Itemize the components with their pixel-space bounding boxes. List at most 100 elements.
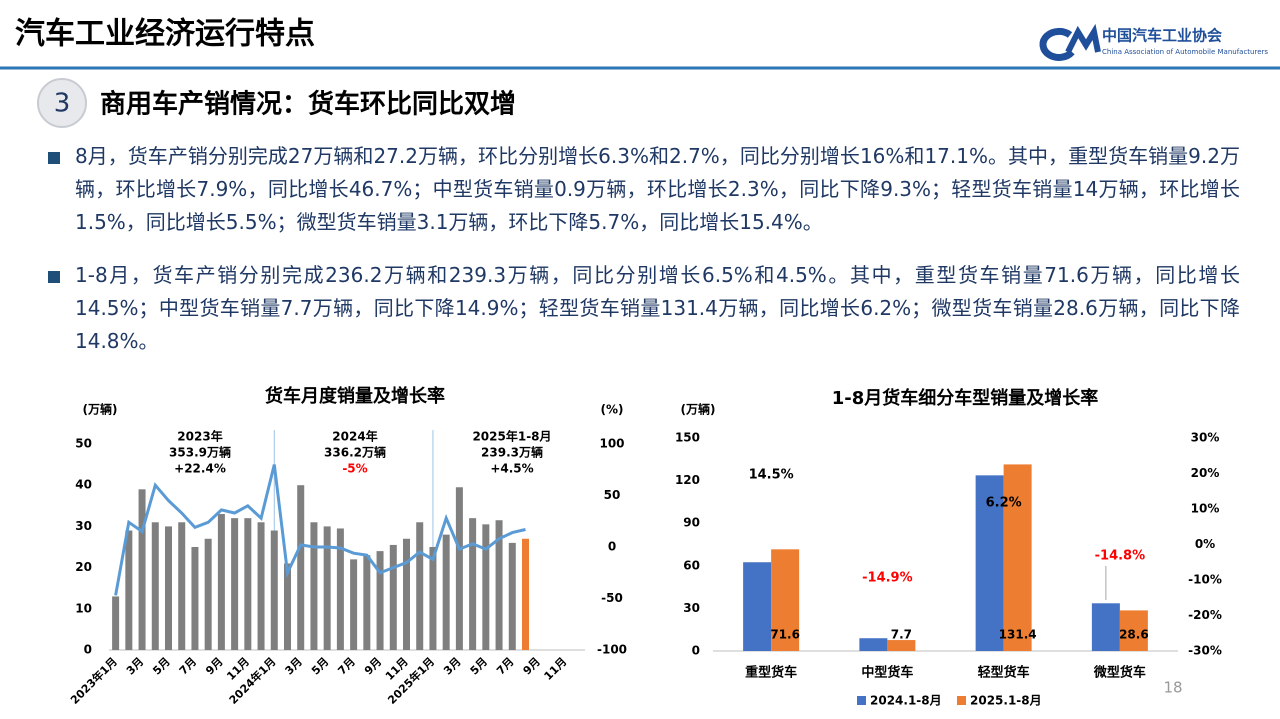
y2-tick-label: 20%	[1191, 466, 1220, 480]
bullet	[48, 271, 60, 283]
y-tick-label: 30	[75, 519, 92, 533]
x-tick-label: 5月	[150, 655, 172, 677]
x-tick-label: 微型货车	[1093, 665, 1146, 681]
legend-swatch	[857, 696, 866, 705]
bar	[743, 562, 772, 651]
bar	[389, 544, 397, 650]
logo-name: 中国汽车工业协会	[1102, 27, 1222, 45]
y2-axis-title: (%)	[601, 403, 624, 417]
y2-tick-label: 100	[599, 437, 624, 451]
y-tick-label: 0	[692, 644, 700, 658]
bar	[455, 487, 463, 650]
chart-title: 货车月度销量及增长率	[265, 385, 445, 407]
bar	[125, 530, 133, 650]
bar	[1003, 464, 1032, 651]
annotation-volume: 239.3万辆	[481, 445, 543, 460]
bar	[975, 475, 1004, 651]
x-tick-label: 中型货车	[861, 665, 913, 681]
y-axis-title: (万辆)	[83, 402, 118, 417]
value-label: 7.7	[891, 628, 912, 642]
x-tick-label: 9月	[203, 655, 225, 677]
bar	[323, 526, 331, 650]
bar	[887, 640, 916, 651]
bar	[231, 518, 239, 650]
legend-label: 2025.1-8月	[970, 694, 1042, 708]
bar	[151, 522, 159, 650]
bar	[495, 520, 503, 650]
x-tick-label: 11月	[542, 655, 570, 683]
x-tick-label: 9月	[521, 655, 543, 677]
annotation-period: 2024年	[332, 429, 377, 444]
logo-subtitle: China Association of Automobile Manufact…	[1102, 48, 1268, 56]
value-label: 131.4	[999, 628, 1037, 642]
bar	[257, 522, 265, 650]
legend-swatch	[957, 696, 966, 705]
y2-tick-label: 30%	[1191, 431, 1220, 445]
growth-line	[114, 464, 526, 596]
page-number: 18	[1163, 679, 1182, 697]
y2-tick-label: -100	[597, 643, 627, 657]
y-axis-title: (万辆)	[681, 402, 716, 417]
value-label: 71.6	[770, 628, 800, 642]
bar	[297, 485, 305, 650]
growth-label: -14.9%	[862, 571, 913, 586]
y2-tick-label: 50	[604, 488, 621, 502]
x-tick-label: 重型货车	[745, 665, 797, 681]
bar	[522, 538, 529, 650]
y2-tick-label: -20%	[1188, 608, 1222, 622]
annotation-growth: +4.5%	[490, 462, 533, 476]
bar	[376, 551, 384, 650]
y2-tick-label: -10%	[1188, 573, 1222, 587]
segment-chart: 1-8月货车细分车型销量及增长率 (万辆) 0 30 60 90 120 150 -30% -20…	[675, 387, 1222, 708]
y-tick-label: 120	[675, 473, 700, 487]
chart-title: 1-8月货车细分车型销量及增长率	[832, 387, 1099, 409]
y-tick-label: 150	[675, 431, 700, 445]
y2-tick-label: 10%	[1191, 502, 1220, 516]
bar	[270, 530, 278, 650]
annotation-volume: 353.9万辆	[169, 445, 231, 460]
y-tick-label: 30	[683, 601, 700, 615]
bar	[1119, 610, 1148, 651]
bar	[859, 638, 888, 651]
paragraph: 1-8月，货车产销分别完成236.2万辆和239.3万辆，同比分别增长6.5%和…	[75, 263, 1240, 353]
bar	[469, 518, 477, 650]
bar	[482, 524, 490, 650]
y2-tick-label: 0%	[1195, 537, 1215, 551]
bullet	[48, 152, 60, 164]
bar	[138, 489, 146, 650]
bar	[204, 538, 212, 650]
bar	[310, 522, 318, 650]
bar	[217, 514, 225, 650]
bar	[178, 522, 186, 650]
x-tick-label: 轻型货车	[978, 665, 1030, 681]
y-tick-label: 20	[75, 560, 92, 574]
y2-tick-label: -30%	[1188, 644, 1222, 658]
section-number: 3	[54, 89, 71, 119]
bar	[244, 518, 252, 650]
x-tick-label: 5月	[468, 655, 490, 677]
bar	[165, 526, 172, 650]
annotation-growth: +22.4%	[174, 462, 226, 476]
bar	[1091, 603, 1120, 651]
bar	[191, 547, 199, 650]
x-tick-label: 3月	[124, 655, 146, 677]
bar	[416, 522, 424, 650]
bar	[284, 563, 291, 650]
x-tick-label: 5月	[309, 655, 331, 677]
x-tick-label: 2023年1月	[67, 654, 120, 707]
bar	[429, 547, 437, 650]
annotation-growth: -5%	[342, 462, 367, 476]
y-tick-label: 10	[75, 601, 92, 615]
legend-label: 2024.1-8月	[870, 694, 942, 708]
bar	[508, 542, 516, 650]
x-tick-label: 9月	[362, 655, 384, 677]
x-tick-label: 7月	[177, 655, 199, 677]
y-tick-label: 0	[84, 643, 92, 657]
growth-label: 6.2%	[986, 496, 1022, 511]
bar	[336, 528, 344, 650]
growth-label: -14.8%	[1095, 549, 1146, 564]
annotation-period: 2025年1-8月	[472, 429, 551, 444]
value-label: 28.6	[1119, 628, 1149, 642]
